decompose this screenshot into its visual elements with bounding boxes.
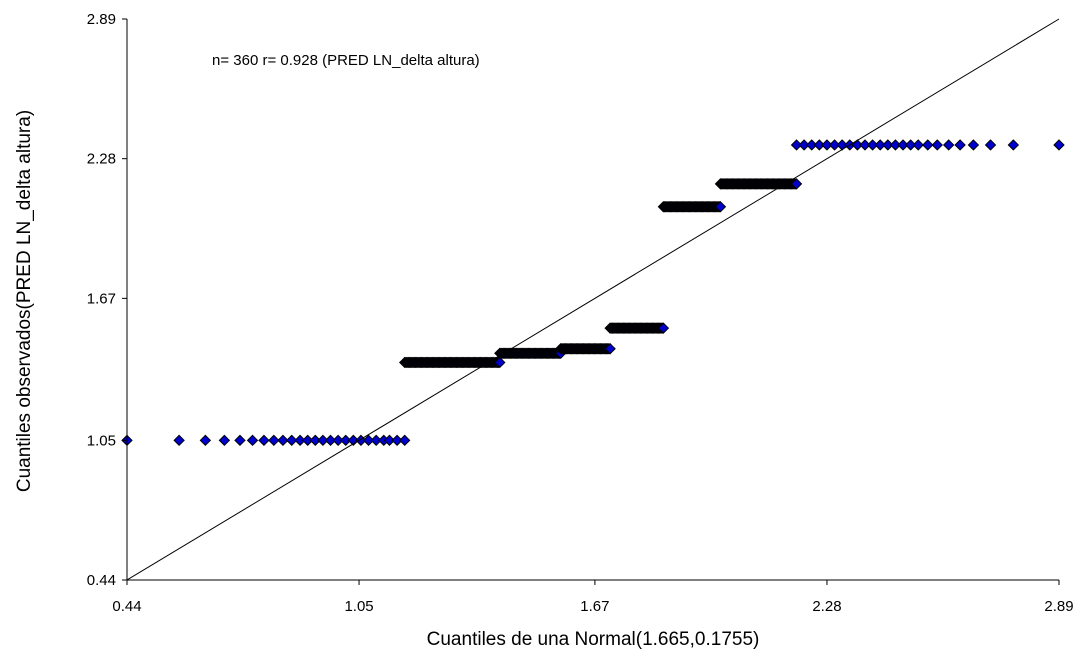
x-tick-label: 0.44: [112, 598, 141, 615]
data-point: [904, 139, 917, 151]
data-point: [370, 434, 382, 447]
data-point: [828, 139, 841, 151]
x-axis-ticks: 0.44 1.05 1.67 2.28 2.89: [112, 580, 1074, 615]
x-tick-label: 1.05: [344, 598, 373, 615]
data-point: [859, 139, 871, 151]
data-point: [922, 139, 934, 151]
data-point: [882, 139, 894, 151]
data-point: [984, 139, 997, 151]
data-point: [268, 434, 280, 447]
data-point: [714, 201, 727, 213]
data-point: [657, 322, 670, 334]
data-point: [866, 139, 879, 151]
y-tick-label: 1.05: [87, 432, 116, 449]
data-point: [317, 434, 329, 447]
y-axis-ticks: 0.44 1.05 1.67 2.28 2.89: [87, 11, 127, 589]
data-point: [604, 343, 616, 355]
data-point: [309, 434, 322, 447]
x-tick-label: 2.28: [812, 598, 841, 615]
y-tick-label: 0.44: [87, 572, 116, 589]
data-point: [1007, 139, 1020, 151]
x-tick-label: 2.89: [1044, 598, 1073, 615]
data-point: [355, 434, 367, 447]
data-point: [258, 434, 270, 447]
data-point: [954, 139, 966, 151]
stats-annotation: n= 360 r= 0.928 (PRED LN_delta altura): [212, 52, 480, 69]
y-tick-label: 2.28: [87, 151, 116, 168]
data-point: [332, 434, 344, 447]
data-point: [286, 434, 298, 447]
data-point: [301, 434, 314, 447]
data-point: [383, 434, 396, 447]
data-point: [494, 356, 506, 369]
data-point: [1053, 139, 1065, 151]
data-point: [813, 139, 826, 151]
data-point: [324, 434, 337, 447]
x-tick-label: 1.67: [580, 598, 609, 615]
data-point: [173, 434, 185, 447]
data-point: [889, 139, 902, 151]
x-axis-title: Cuantiles de una Normal(1.665,0.1755): [427, 629, 760, 650]
data-point: [967, 139, 980, 151]
y-tick-label: 1.67: [87, 290, 116, 307]
reference-line: [126, 18, 1060, 581]
data-point: [897, 139, 909, 151]
points-layer: [121, 139, 1065, 447]
data-point: [234, 434, 246, 447]
data-point: [218, 434, 231, 447]
data-point: [199, 434, 212, 447]
data-point: [790, 178, 803, 190]
data-point: [798, 139, 810, 151]
data-point: [912, 139, 924, 151]
data-point: [294, 434, 306, 447]
data-point: [362, 434, 375, 447]
data-point: [931, 139, 943, 151]
data-point: [277, 434, 289, 447]
data-point: [398, 434, 411, 447]
data-point: [340, 434, 352, 447]
data-point: [942, 139, 955, 151]
data-point: [391, 434, 403, 447]
y-axis-title: Cuantiles observados(PRED LN_delta altur…: [14, 110, 35, 492]
data-point: [790, 139, 803, 151]
data-point: [874, 139, 886, 151]
data-point: [246, 434, 259, 447]
data-point: [806, 139, 818, 151]
data-point: [821, 139, 833, 151]
y-tick-label: 2.89: [87, 11, 116, 28]
